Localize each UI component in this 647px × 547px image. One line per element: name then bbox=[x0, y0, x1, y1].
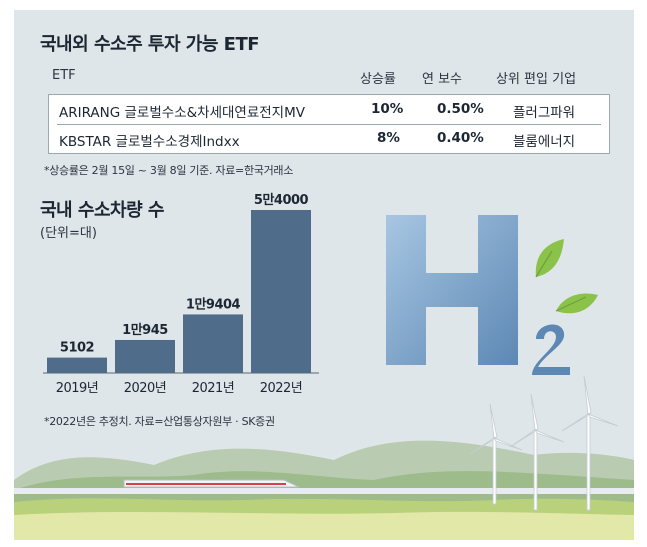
train-stripe bbox=[126, 483, 286, 485]
etf-header-rate: 상승률 bbox=[360, 72, 396, 87]
etf-row-2-fee: 0.40% bbox=[437, 130, 484, 146]
wind-turbine-2 bbox=[509, 393, 565, 511]
bar-chart: 5102 2019년 1만945 2020년 1만9404 2021년 5만4000 2022… bbox=[43, 192, 319, 396]
chart-title: 국내 수소차량 수 bbox=[40, 200, 164, 221]
x-tick-label-2: 2020년 bbox=[124, 381, 167, 396]
x-tick-label-1: 2019년 bbox=[56, 381, 99, 396]
etf-table: ARIRANG 글로벌수소&차세대연료전지MV 10% 0.50% 플러그파워 … bbox=[48, 94, 610, 154]
etf-row-1-name: ARIRANG 글로벌수소&차세대연료전지MV bbox=[59, 105, 305, 121]
etf-row-2-name: KBSTAR 글로벌수소경제Indxx bbox=[59, 134, 240, 150]
infographic-panel: 국내외 수소주 투자 가능 ETF ETF 상승률 연 보수 상위 편입 기업 … bbox=[14, 10, 634, 540]
table-divider bbox=[57, 124, 601, 125]
etf-header-top: 상위 편입 기업 bbox=[496, 72, 577, 87]
etf-header-name: ETF bbox=[52, 68, 76, 83]
bar-3 bbox=[183, 314, 243, 373]
chart-unit: (단위=대) bbox=[40, 226, 97, 241]
bar-4 bbox=[251, 210, 311, 373]
etf-row-1-fee: 0.50% bbox=[437, 101, 484, 117]
etf-header-fee: 연 보수 bbox=[422, 72, 463, 87]
bar-value-label-3: 1만9404 bbox=[186, 296, 241, 312]
bar-2 bbox=[115, 339, 175, 373]
leaf-icon-2 bbox=[556, 293, 598, 314]
etf-row-2-rate: 8% bbox=[377, 130, 400, 146]
bar-value-label-2: 1만945 bbox=[122, 322, 168, 338]
x-tick-label-3: 2021년 bbox=[192, 381, 235, 396]
etf-row-2-top: 블룸에너지 bbox=[513, 134, 576, 150]
etf-row-1-rate: 10% bbox=[371, 101, 404, 117]
etf-source-note: *상승률은 2월 15일 ~ 3월 8일 기준. 자료=한국거래소 bbox=[44, 164, 294, 177]
chart-source-note: *2022년은 추정치. 자료=산업통상자원부 · SK증권 bbox=[44, 415, 275, 428]
etf-row-1-top: 플러그파워 bbox=[513, 105, 576, 121]
bar-value-label-1: 5102 bbox=[60, 341, 94, 356]
bar-value-label-4: 5만4000 bbox=[254, 192, 309, 208]
hydrogen-h2-icon bbox=[386, 215, 598, 375]
train-track bbox=[14, 488, 634, 494]
landscape-illustration bbox=[14, 375, 634, 540]
bar-1 bbox=[47, 357, 107, 373]
etf-section-title: 국내외 수소주 투자 가능 ETF bbox=[40, 34, 260, 55]
field bbox=[14, 511, 634, 540]
wind-turbine-1 bbox=[469, 403, 523, 505]
x-tick-label-4: 2022년 bbox=[260, 381, 303, 396]
wind-turbine-3 bbox=[561, 375, 619, 511]
leaf-icon bbox=[535, 239, 564, 277]
